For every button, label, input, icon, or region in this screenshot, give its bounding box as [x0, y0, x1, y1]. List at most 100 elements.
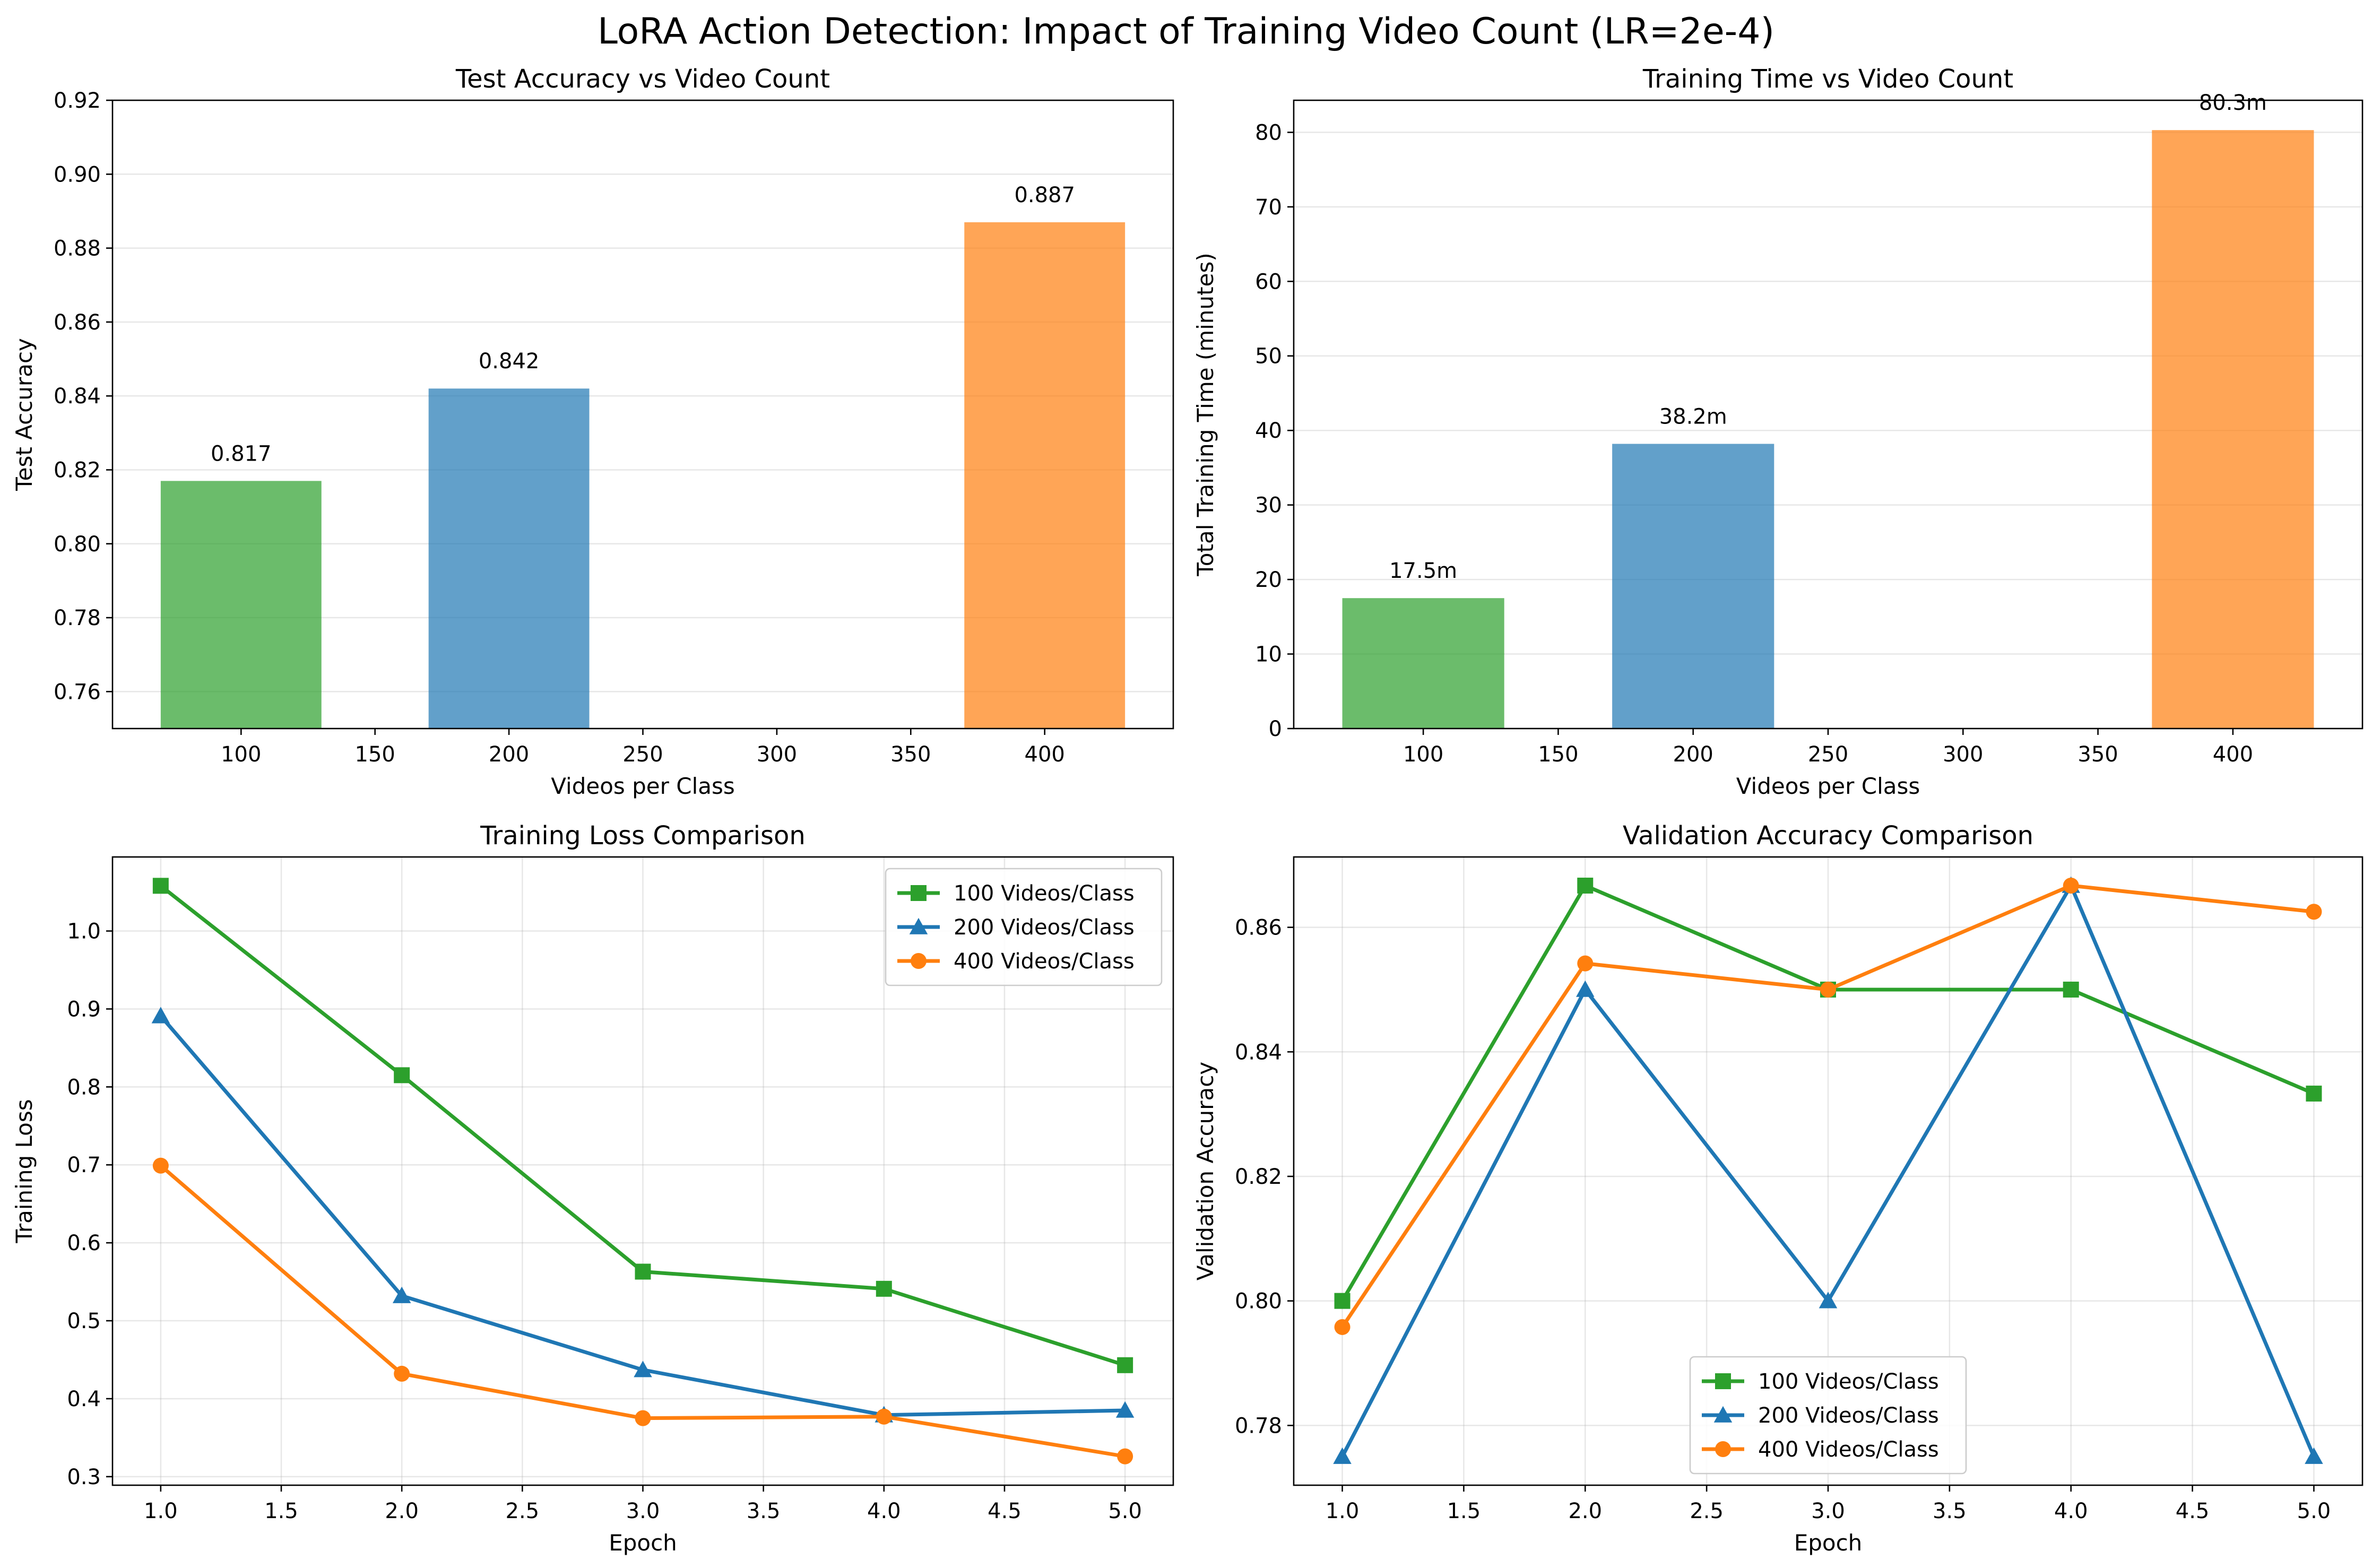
y-tick-label: 0.88: [54, 237, 101, 261]
data-point: [1333, 1447, 1352, 1464]
bar-value-label: 0.887: [1014, 183, 1075, 207]
legend: 100 Videos/Class 200 Videos/Class 400 Vide…: [885, 868, 1163, 986]
y-tick-label: 0.5: [67, 1309, 101, 1333]
y-tick-label: 0.86: [54, 310, 101, 335]
y-tick-label: 0.86: [1235, 916, 1282, 940]
data-point: [876, 1280, 892, 1297]
y-tick-label: 0.84: [54, 384, 101, 409]
y-axis-label: Validation Accuracy: [1192, 1062, 1218, 1281]
legend-item: 400 Videos/Class: [897, 949, 1135, 974]
y-tick-label: 0.4: [67, 1387, 101, 1411]
x-tick-label: 150: [355, 742, 395, 767]
legend-marker: [911, 885, 927, 901]
x-tick-label: 1.5: [1447, 1499, 1481, 1523]
y-tick-label: 1.0: [67, 920, 101, 944]
data-point: [2305, 1447, 2323, 1464]
x-tick-label: 200: [1673, 742, 1713, 767]
bar-value-label: 0.842: [479, 349, 540, 374]
legend-item: 100 Videos/Class: [1702, 1370, 1939, 1394]
y-tick-label: 0.78: [1235, 1414, 1282, 1438]
bar-100: [160, 481, 322, 729]
x-tick-label: 200: [489, 742, 529, 767]
x-tick-label: 350: [890, 742, 931, 767]
y-tick-label: 0.9: [67, 997, 101, 1021]
x-tick-label: 250: [622, 742, 663, 767]
legend-marker: [909, 917, 928, 934]
bar-value-label: 17.5m: [1389, 559, 1457, 583]
y-tick-label: 0: [1269, 717, 1282, 741]
x-axis-label: Epoch: [609, 1530, 677, 1556]
legend-marker: [911, 953, 927, 969]
x-tick-label: 4.5: [2176, 1499, 2210, 1523]
x-tick-label: 2.0: [1568, 1499, 1602, 1523]
y-tick-label: 40: [1255, 419, 1282, 443]
y-tick-label: 0.76: [54, 680, 101, 704]
x-tick-label: 2.5: [506, 1499, 540, 1523]
y-tick-label: 0.90: [54, 162, 101, 187]
y-tick-label: 0.84: [1235, 1040, 1282, 1064]
x-tick-label: 3.5: [747, 1499, 781, 1523]
y-axis-label: Test Accuracy: [11, 338, 37, 491]
legend-label: 200 Videos/Class: [1758, 1404, 1939, 1428]
y-tick-label: 0.3: [67, 1465, 101, 1489]
x-tick-label: 350: [2077, 742, 2118, 767]
x-tick-label: 4.0: [2054, 1499, 2088, 1523]
y-tick-label: 80: [1255, 120, 1282, 145]
subplot-title: Validation Accuracy Comparison: [1623, 821, 2033, 851]
legend-marker: [1715, 1373, 1731, 1389]
data-point: [634, 1361, 652, 1378]
x-tick-label: 300: [757, 742, 797, 767]
legend-item: 200 Videos/Class: [897, 915, 1135, 940]
legend-box: [1689, 1356, 1967, 1475]
data-point: [1576, 980, 1595, 997]
y-tick-label: 0.80: [54, 532, 101, 557]
y-tick-label: 0.7: [67, 1153, 101, 1177]
legend-label: 100 Videos/Class: [954, 881, 1135, 906]
bar-400: [964, 222, 1126, 729]
data-point: [394, 1067, 410, 1084]
bar-value-label: 0.817: [211, 441, 272, 466]
bar-400: [2152, 130, 2314, 729]
y-tick-label: 10: [1255, 643, 1282, 667]
x-tick-label: 2.0: [385, 1499, 419, 1523]
subplot-title: Training Time vs Video Count: [1642, 64, 2013, 94]
legend-box: [885, 868, 1163, 986]
subplot-1: 0.817 0.842 0.887 0.76 0.78 0.80 0.82 0.84 0.86 0…: [11, 64, 1174, 799]
x-tick-label: 5.0: [1108, 1499, 1142, 1523]
series-1: [152, 878, 1133, 1373]
data-point: [392, 1286, 411, 1303]
series-3: [1334, 877, 2322, 1335]
y-tick-label: 0.92: [54, 89, 101, 113]
data-point: [152, 1157, 169, 1174]
legend: 100 Videos/Class 200 Videos/Class 400 Vide…: [1689, 1356, 1967, 1475]
x-axis-label: Videos per Class: [1736, 773, 1920, 799]
subplot-title: Training Loss Comparison: [480, 821, 806, 851]
data-point: [1334, 1293, 1351, 1309]
x-tick-label: 1.0: [1326, 1499, 1360, 1523]
bar-200: [1612, 444, 1774, 729]
y-tick-label: 70: [1255, 195, 1282, 220]
data-point: [2063, 877, 2079, 894]
subplot-4: 0.78 0.80 0.82 0.84 0.86 1.0 1.5 2.0 2.5 3.0 3.5 4.…: [1192, 821, 2364, 1556]
data-point: [1577, 955, 1594, 972]
data-point: [876, 1408, 892, 1425]
data-point: [1819, 1292, 1838, 1309]
x-tick-label: 100: [221, 742, 261, 767]
legend-item: 100 Videos/Class: [897, 881, 1135, 906]
data-point: [394, 1365, 410, 1382]
bar-200: [428, 388, 590, 729]
legend-label: 400 Videos/Class: [1758, 1437, 1939, 1462]
x-tick-label: 4.0: [867, 1499, 901, 1523]
x-tick-label: 100: [1403, 742, 1443, 767]
legend-label: 400 Videos/Class: [954, 949, 1135, 974]
data-point: [152, 878, 169, 894]
subplot-3: 0.3 0.4 0.5 0.6 0.7 0.8 0.9 1.0 1.0 1.5 2.0 2.5 3.0 3…: [11, 821, 1174, 1556]
data-point: [1115, 1401, 1135, 1418]
bar-value-label: 38.2m: [1659, 404, 1727, 429]
subplot-title: Test Accuracy vs Video Count: [455, 64, 830, 94]
legend-label: 200 Videos/Class: [954, 915, 1135, 940]
y-tick-label: 20: [1255, 568, 1282, 592]
data-point: [1117, 1448, 1133, 1465]
legend-marker: [1715, 1441, 1731, 1457]
